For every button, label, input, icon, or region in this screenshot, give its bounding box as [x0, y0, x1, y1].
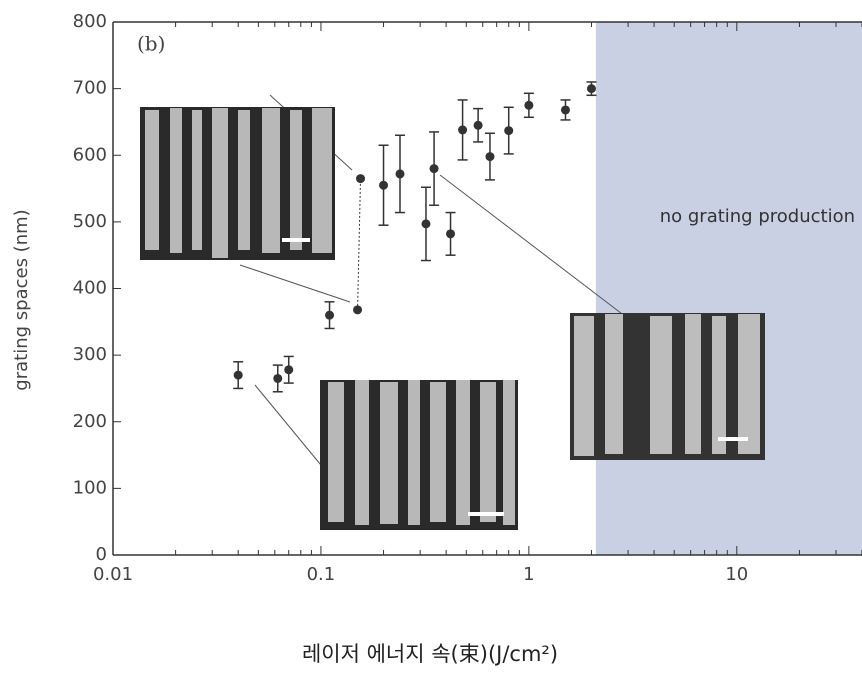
- inset-image: [320, 380, 518, 530]
- point: [446, 229, 455, 238]
- point: [524, 101, 533, 110]
- shade-region: [596, 22, 862, 555]
- y-tick-label: 0: [96, 544, 107, 565]
- point: [356, 174, 365, 183]
- x-tick-label: 0.1: [307, 564, 336, 585]
- point: [430, 164, 439, 173]
- connector: [255, 385, 325, 470]
- point: [379, 181, 388, 190]
- x-tick-label: 0.01: [93, 564, 133, 585]
- connector: [358, 179, 361, 310]
- point: [284, 365, 293, 374]
- x-axis-title: 레이저 에너지 속(束)(J/cm²): [302, 642, 558, 666]
- y-tick-label: 300: [73, 344, 107, 365]
- point: [234, 371, 243, 380]
- y-axis-title: grating spaces (nm): [11, 209, 32, 390]
- point: [325, 311, 334, 320]
- panel-label: (b): [137, 32, 165, 56]
- inset-image: [140, 107, 335, 260]
- point: [561, 105, 570, 114]
- y-tick-label: 500: [73, 211, 107, 232]
- inset-image: [570, 313, 765, 460]
- chart: (b) grating spaces (nm) 레이저 에너지 속(束)(J/c…: [0, 0, 862, 673]
- y-tick-label: 100: [73, 477, 107, 498]
- y-tick-label: 700: [73, 78, 107, 99]
- point: [458, 125, 467, 134]
- x-tick-label: 10: [725, 564, 748, 585]
- y-tick-label: 800: [73, 11, 107, 32]
- point: [587, 84, 596, 93]
- y-tick-label: 400: [73, 278, 107, 299]
- point: [273, 374, 282, 383]
- shade-label: no grating production: [660, 206, 855, 227]
- x-tick-label: 1: [523, 564, 534, 585]
- point: [485, 152, 494, 161]
- connector: [240, 265, 350, 302]
- point: [421, 219, 430, 228]
- y-tick-label: 600: [73, 144, 107, 165]
- point: [474, 121, 483, 130]
- point: [504, 126, 513, 135]
- y-tick-label: 200: [73, 411, 107, 432]
- point: [353, 305, 362, 314]
- point: [395, 169, 404, 178]
